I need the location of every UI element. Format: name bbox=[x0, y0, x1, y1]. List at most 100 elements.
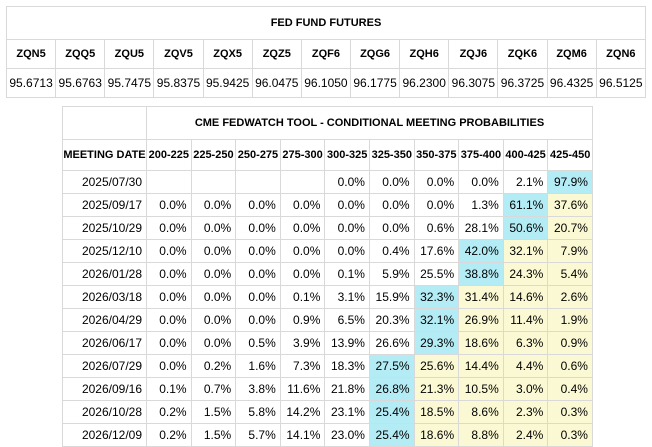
probability-cell: 5.7% bbox=[235, 423, 281, 447]
meeting-date: 2026/04/29 bbox=[62, 308, 147, 332]
meeting-date: 2026/01/28 bbox=[62, 262, 147, 286]
probability-cell: 0.0% bbox=[235, 285, 281, 309]
rate-range-header: 225-250 bbox=[190, 139, 237, 171]
meeting-row: 2026/07/29 0.0% 0.2% 1.6% 7.3% 18.3% 27.5% 25.6… bbox=[62, 354, 593, 378]
futures-contract-label: ZQK6 bbox=[497, 39, 548, 69]
max-probability-cell: 26.8% bbox=[368, 377, 415, 401]
probability-cell: 7.9% bbox=[547, 239, 593, 263]
meeting-date: 2026/12/09 bbox=[62, 423, 147, 447]
probability-cell: 0.0% bbox=[190, 216, 237, 240]
probability-cell: 11.4% bbox=[502, 308, 549, 332]
probability-cell: 0.0% bbox=[413, 193, 460, 217]
probability-cell: 21.8% bbox=[324, 377, 370, 401]
max-probability-cell: 32.3% bbox=[413, 285, 460, 309]
probability-cell: 3.0% bbox=[502, 377, 549, 401]
rate-range-header: 300-325 bbox=[324, 139, 370, 171]
max-probability-cell: 61.1% bbox=[502, 193, 549, 217]
probability-cell: 3.1% bbox=[324, 285, 370, 309]
futures-price: 95.9425 bbox=[202, 68, 253, 98]
futures-price-row: 95.6713 95.6763 95.7475 95.8375 95.9425 96.04… bbox=[5, 68, 647, 98]
rate-range-header: 275-300 bbox=[279, 139, 326, 171]
probability-cell: 3.8% bbox=[235, 377, 281, 401]
probability-cell: 0.0% bbox=[368, 216, 415, 240]
meeting-date: 2025/12/10 bbox=[62, 239, 147, 263]
futures-contract-label: ZQF6 bbox=[300, 39, 351, 69]
probability-cell: 0.0% bbox=[324, 170, 370, 194]
probability-cell: 32.1% bbox=[502, 239, 549, 263]
meeting-row: 2026/03/18 0.0% 0.0% 0.0% 0.1% 3.1% 15.9% 32.3%… bbox=[62, 285, 593, 309]
probability-cell: 25.5% bbox=[413, 262, 460, 286]
meeting-rows: 2025/07/30 0.0% 0.0% 0.0% 0.0% 2.1% 97.9% 2025/… bbox=[62, 170, 593, 447]
probability-cell: 2.3% bbox=[502, 400, 549, 424]
futures-contract-label: ZQH6 bbox=[399, 39, 450, 69]
max-probability-cell: 38.8% bbox=[458, 262, 504, 286]
probability-cell: 0.2% bbox=[190, 354, 237, 378]
meeting-row: 2026/10/28 0.2% 1.5% 5.8% 14.2% 23.1% 25.4% 18.… bbox=[62, 400, 593, 424]
futures-contract-label: ZQX5 bbox=[202, 39, 253, 69]
probability-cell: 5.4% bbox=[547, 262, 593, 286]
probability-cell: 26.6% bbox=[368, 331, 415, 355]
probability-cell: 0.0% bbox=[146, 354, 192, 378]
probability-cell: 24.3% bbox=[502, 262, 549, 286]
meeting-date: 2026/06/17 bbox=[62, 331, 147, 355]
probability-cell: 23.1% bbox=[324, 400, 370, 424]
probability-cell: 0.0% bbox=[413, 170, 460, 194]
probability-cell: 0.0% bbox=[146, 285, 192, 309]
probability-cell bbox=[279, 170, 326, 194]
meeting-date: 2025/07/30 bbox=[62, 170, 147, 194]
futures-price: 96.3075 bbox=[448, 68, 499, 98]
rate-range-header: 325-350 bbox=[368, 139, 415, 171]
probability-cell: 0.1% bbox=[146, 377, 192, 401]
probability-cell: 0.0% bbox=[324, 239, 370, 263]
rate-range-header: 350-375 bbox=[413, 139, 460, 171]
futures-contract-label: ZQU5 bbox=[104, 39, 155, 69]
probability-cell: 14.4% bbox=[458, 354, 504, 378]
probability-cell: 0.1% bbox=[324, 262, 370, 286]
probability-cell: 0.0% bbox=[190, 285, 237, 309]
probability-cell: 14.6% bbox=[502, 285, 549, 309]
futures-price: 96.4325 bbox=[546, 68, 597, 98]
probability-cell: 0.3% bbox=[547, 400, 593, 424]
max-probability-cell: 42.0% bbox=[458, 239, 504, 263]
fed-fund-futures-table: FED FUND FUTURES ZQN5 ZQQ5 ZQU5 ZQV5 ZQX5 ZQZ… bbox=[5, 6, 647, 98]
probability-cell: 0.0% bbox=[190, 331, 237, 355]
futures-price: 95.6763 bbox=[55, 68, 106, 98]
probability-cell: 0.7% bbox=[190, 377, 237, 401]
probability-cell: 0.6% bbox=[413, 216, 460, 240]
probability-cell: 15.9% bbox=[368, 285, 415, 309]
probability-cell: 5.8% bbox=[235, 400, 281, 424]
probability-cell: 0.1% bbox=[279, 285, 326, 309]
meeting-row: 2025/09/17 0.0% 0.0% 0.0% 0.0% 0.0% 0.0% 0.0% 1.… bbox=[62, 193, 593, 217]
probability-cell: 0.0% bbox=[235, 308, 281, 332]
probability-cell: 18.6% bbox=[458, 331, 504, 355]
futures-price: 96.0475 bbox=[251, 68, 302, 98]
probability-cell: 0.0% bbox=[235, 239, 281, 263]
futures-price: 96.2300 bbox=[399, 68, 450, 98]
probability-cell: 25.6% bbox=[413, 354, 460, 378]
rate-range-header-row: MEETING DATE 200-225 225-250 250-275 275-30… bbox=[62, 139, 593, 171]
futures-contract-label: ZQZ5 bbox=[251, 39, 302, 69]
probability-cell: 18.6% bbox=[413, 423, 460, 447]
probability-cell: 8.6% bbox=[458, 400, 504, 424]
probability-cell: 0.0% bbox=[235, 262, 281, 286]
probability-cell: 0.0% bbox=[279, 216, 326, 240]
futures-price: 96.1050 bbox=[300, 68, 351, 98]
corner-cell bbox=[62, 106, 147, 140]
probability-cell: 0.0% bbox=[279, 239, 326, 263]
probability-cell: 0.4% bbox=[368, 239, 415, 263]
futures-contract-label: ZQM6 bbox=[546, 39, 597, 69]
rate-range-header: 400-425 bbox=[502, 139, 549, 171]
meeting-row: 2026/04/29 0.0% 0.0% 0.0% 0.9% 6.5% 20.3% 32.1%… bbox=[62, 308, 593, 332]
probability-cell bbox=[146, 170, 192, 194]
probability-cell: 0.0% bbox=[235, 193, 281, 217]
rate-range-header: 200-225 bbox=[146, 139, 192, 171]
meeting-date: 2026/07/29 bbox=[62, 354, 147, 378]
max-probability-cell: 29.3% bbox=[413, 331, 460, 355]
meeting-row: 2026/09/16 0.1% 0.7% 3.8% 11.6% 21.8% 26.8% 21.… bbox=[62, 377, 593, 401]
probability-cell: 11.6% bbox=[279, 377, 326, 401]
probability-cell: 0.6% bbox=[547, 354, 593, 378]
probability-cell: 1.5% bbox=[190, 423, 237, 447]
futures-price: 95.8375 bbox=[153, 68, 204, 98]
probability-cell: 1.3% bbox=[458, 193, 504, 217]
futures-contract-label: ZQV5 bbox=[153, 39, 204, 69]
